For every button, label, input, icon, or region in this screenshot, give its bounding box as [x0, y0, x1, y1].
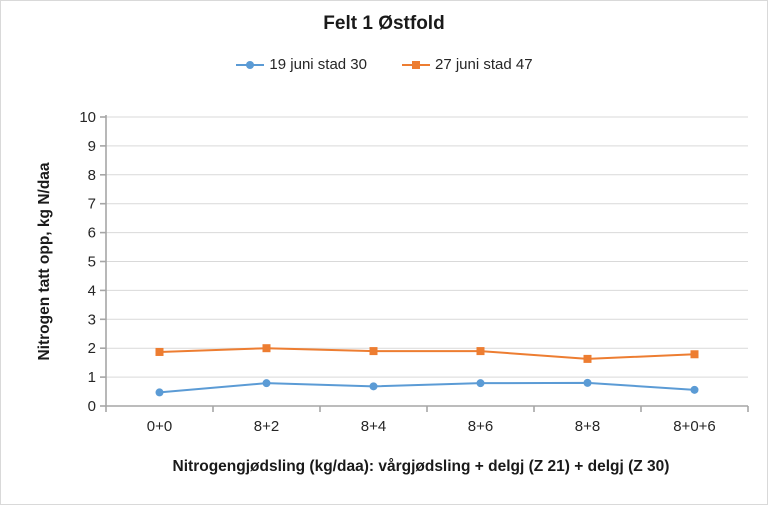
series-line-0 — [159, 381, 695, 394]
data-point-0-3 — [476, 379, 485, 388]
legend: 19 juni stad 30 27 juni stad 47 — [1, 56, 767, 73]
y-tick-label: 8 — [88, 167, 96, 184]
data-point-0-5 — [690, 385, 699, 394]
data-point-1-5 — [690, 350, 699, 359]
data-point-1-1 — [262, 344, 271, 353]
x-tick-label: 8+2 — [254, 418, 279, 435]
data-point-1-2 — [369, 347, 378, 356]
y-tick-label: 1 — [88, 369, 96, 386]
y-tick-label: 6 — [88, 225, 96, 242]
line-circle-marker-icon — [236, 60, 265, 69]
y-tick-label: 4 — [88, 282, 96, 299]
x-tick-label: 8+0+6 — [673, 418, 716, 435]
series-line-1 — [159, 347, 695, 360]
data-point-1-0 — [155, 347, 164, 356]
y-tick-label: 7 — [88, 196, 96, 213]
legend-item-series-1: 27 juni stad 47 — [401, 56, 533, 73]
data-point-0-1 — [262, 379, 271, 388]
chart-title: Felt 1 Østfold — [323, 13, 445, 34]
legend-label-series-1: 27 juni stad 47 — [435, 56, 533, 73]
y-tick-label: 10 — [79, 109, 96, 126]
line-square-marker-icon — [402, 60, 430, 69]
y-tick-label: 5 — [88, 254, 96, 271]
x-tick-label: 8+8 — [575, 418, 600, 435]
y-tick-label: 0 — [88, 398, 96, 415]
data-point-1-4 — [583, 354, 592, 363]
data-point-0-2 — [369, 382, 378, 391]
y-axis-title: Nitrogen tatt opp, kg N/daa — [36, 162, 53, 360]
x-tick-label: 8+4 — [361, 418, 386, 435]
x-axis-title: Nitrogengjødsling (kg/daa): vårgjødsling… — [173, 458, 670, 475]
legend-label-series-0: 19 juni stad 30 — [269, 56, 367, 73]
y-tick-label: 9 — [88, 138, 96, 155]
y-tick-label: 2 — [88, 340, 96, 357]
data-point-0-4 — [583, 378, 592, 387]
data-point-0-0 — [155, 388, 164, 397]
x-tick-label: 0+0 — [147, 418, 172, 435]
y-tick-label: 3 — [88, 311, 96, 328]
legend-item-series-0: 19 juni stad 30 — [235, 56, 367, 73]
data-point-1-3 — [476, 347, 485, 356]
x-tick-label: 8+6 — [468, 418, 493, 435]
